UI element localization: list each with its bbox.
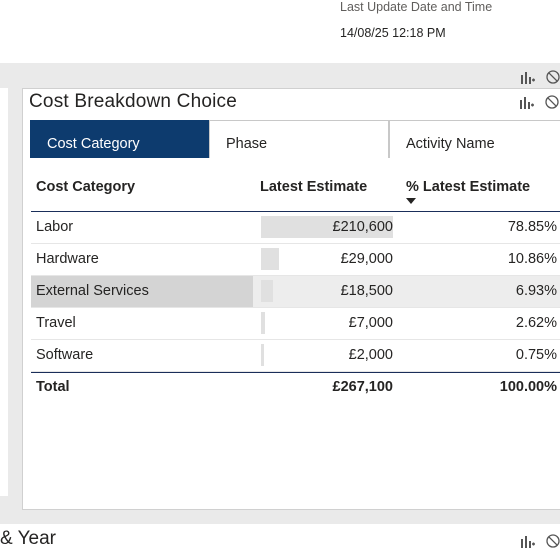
table-header: Cost Category Latest Estimate % Latest E… — [31, 168, 560, 212]
total-estimate: £267,100 — [332, 379, 393, 395]
row-values-cell — [253, 308, 560, 339]
data-bar — [261, 344, 264, 366]
data-bar — [261, 248, 279, 270]
focus-mode-icon[interactable] — [518, 68, 538, 86]
cost-breakdown-visual: Cost Breakdown Choice Cost Category Phas… — [22, 88, 560, 510]
cost-category-cell: Software — [36, 347, 94, 363]
focus-mode-icon[interactable] — [518, 532, 538, 550]
bottom-visual-title: & Year — [0, 528, 56, 549]
focus-mode-icon[interactable] — [517, 93, 537, 111]
latest-estimate-cell: £2,000 — [348, 347, 393, 363]
slicer-tile-activity-name[interactable]: Activity Name — [389, 120, 560, 158]
sort-descending-icon — [406, 198, 416, 204]
row-values-cell — [253, 340, 560, 371]
slicer-tile-cost-category[interactable]: Cost Category — [30, 120, 209, 158]
cost-category-cell: Travel — [36, 315, 76, 331]
latest-estimate-cell: £7,000 — [348, 315, 393, 331]
cost-category-cell: External Services — [31, 276, 253, 307]
column-header-pct-latest-estimate[interactable]: % Latest Estimate — [406, 179, 531, 195]
slicer-tile-phase[interactable]: Phase — [209, 120, 389, 158]
total-label: Total — [36, 379, 70, 395]
filter-blocked-icon[interactable] — [542, 93, 560, 111]
latest-estimate-cell: £29,000 — [340, 251, 393, 267]
breakdown-slicer: Cost Category Phase Activity Name — [30, 120, 560, 158]
filter-blocked-icon[interactable] — [543, 532, 560, 550]
data-bar — [261, 216, 393, 238]
pct-latest-estimate-cell: 78.85% — [507, 219, 557, 235]
header-strip: Last Update Date and Time 14/08/25 12:18… — [0, 0, 560, 63]
last-update-value: 14/08/25 12:18 PM — [340, 26, 446, 40]
pct-latest-estimate-cell: 0.75% — [515, 347, 557, 363]
data-bar — [261, 312, 265, 334]
pct-latest-estimate-cell: 2.62% — [515, 315, 557, 331]
table-row[interactable]: External Services £18,500 6.93% — [31, 276, 560, 308]
total-row: Total £267,100 100.00% — [31, 372, 560, 404]
row-values-cell — [253, 276, 560, 307]
last-update-label: Last Update Date and Time — [340, 0, 493, 14]
pct-latest-estimate-cell: 6.93% — [515, 283, 557, 299]
bottom-visual — [0, 524, 560, 560]
cost-table: Cost Category Latest Estimate % Latest E… — [31, 168, 560, 404]
table-row[interactable]: Travel £7,000 2.62% — [31, 308, 560, 340]
latest-estimate-cell: £18,500 — [340, 283, 393, 299]
column-header-cost-category[interactable]: Cost Category — [36, 179, 136, 195]
cost-category-cell: Hardware — [36, 251, 99, 267]
table-row[interactable]: Software £2,000 0.75% — [31, 340, 560, 372]
filter-blocked-icon[interactable] — [543, 68, 560, 86]
left-visual-edge — [0, 88, 8, 496]
table-row[interactable]: Hardware £29,000 10.86% — [31, 244, 560, 276]
latest-estimate-cell: £210,600 — [332, 219, 393, 235]
column-header-latest-estimate[interactable]: Latest Estimate — [260, 179, 368, 195]
cost-category-cell: Labor — [36, 219, 74, 235]
data-bar — [261, 280, 273, 302]
visual-title: Cost Breakdown Choice — [29, 91, 238, 112]
table-row[interactable]: Labor £210,600 78.85% — [31, 212, 560, 244]
total-pct: 100.00% — [499, 379, 557, 395]
pct-latest-estimate-cell: 10.86% — [507, 251, 557, 267]
